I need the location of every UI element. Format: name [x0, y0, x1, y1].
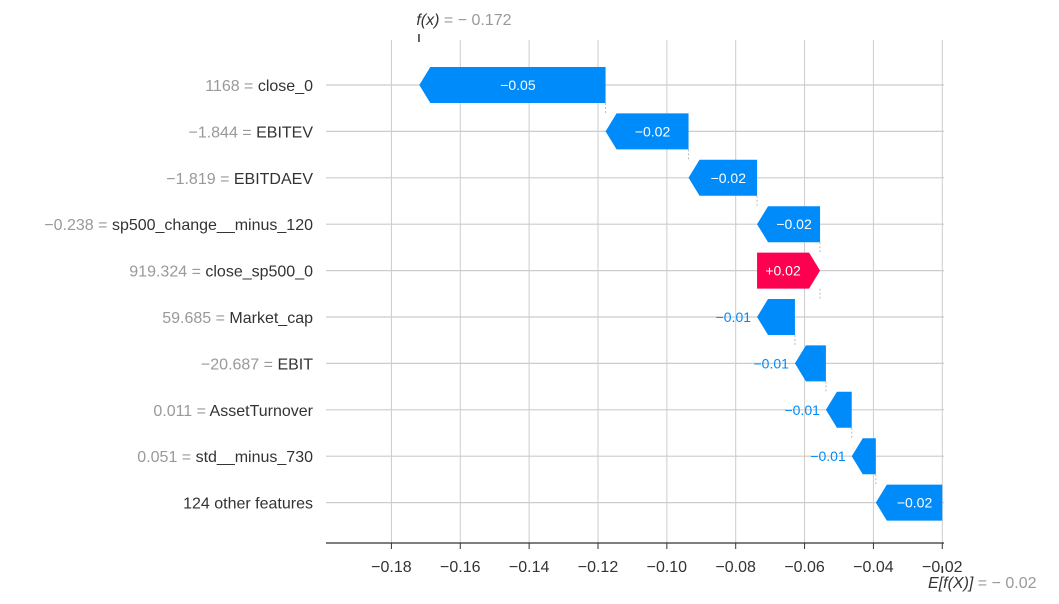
feature-value: −20.687 =: [201, 356, 278, 373]
bar-label-7: −0.01: [753, 355, 789, 371]
feature-labels: 1168 = close_0 −1.844 = EBITEV −1.819 = EB…: [44, 78, 313, 513]
feature-value: −0.238 =: [44, 217, 112, 234]
bar-label-10: −0.02: [897, 495, 933, 511]
feature-name: EBIT: [277, 356, 313, 373]
bar-layer: −0.05 −0.02 −0.02 −0.02 +0.02 −0.01 −0.01 −0.01…: [419, 67, 943, 521]
bar-5: [757, 252, 821, 289]
x-tick-label: −0.10: [647, 559, 688, 576]
bar-3: [688, 159, 758, 196]
x-tick-label: −0.12: [578, 559, 619, 576]
feature-label-10: 124 other features: [183, 496, 313, 513]
feature-name: std__minus_730: [196, 449, 314, 466]
bar-7: [794, 345, 826, 382]
feature-value: 0.011 =: [153, 403, 209, 420]
feature-label-4: −0.238 = sp500_change__minus_120: [44, 217, 313, 234]
efx-value: = − 0.02: [973, 575, 1036, 592]
bar-label-3: −0.02: [711, 170, 747, 186]
bar-label-5: +0.02: [765, 263, 801, 279]
feature-name: EBITEV: [256, 124, 313, 141]
feature-label-2: −1.844 = EBITEV: [188, 124, 313, 141]
grid-layer: [326, 40, 944, 543]
bar-4: [757, 206, 821, 243]
bar-2: [605, 113, 689, 150]
feature-label-8: 0.011 = AssetTurnover: [153, 403, 313, 420]
feature-label-9: 0.051 = std__minus_730: [137, 449, 313, 466]
feature-name: sp500_change__minus_120: [112, 217, 313, 234]
fx-value: = − 0.172: [439, 12, 511, 29]
feature-label-3: −1.819 = EBITDAEV: [166, 171, 313, 188]
efx-label: E[f(X)] = − 0.02: [928, 575, 1037, 592]
feature-value: −1.819 =: [166, 171, 234, 188]
feature-value: 0.051 =: [137, 449, 195, 466]
x-tick-label: −0.06: [784, 559, 825, 576]
annotations: f(x) = − 0.172 E[f(X)] = − 0.02: [416, 12, 1036, 592]
feature-value: 1168 =: [205, 78, 258, 95]
x-tick-label: −0.16: [440, 559, 481, 576]
feature-value: 59.685 =: [162, 310, 229, 327]
fx-prefix: f(x): [416, 12, 439, 29]
feature-label-6: 59.685 = Market_cap: [162, 310, 313, 327]
feature-name: 124 other features: [183, 496, 313, 513]
feature-name: Market_cap: [229, 310, 313, 327]
efx-prefix: E[f(X)]: [928, 575, 974, 592]
feature-label-5: 919.324 = close_sp500_0: [129, 264, 313, 281]
feature-name: AssetTurnover: [210, 403, 314, 420]
bar-6: [757, 299, 795, 335]
x-axis: −0.18 −0.16 −0.14 −0.12 −0.10 −0.08 −0.06 −0.04…: [326, 542, 963, 576]
feature-name: EBITDAEV: [234, 171, 313, 188]
bar-10: [875, 484, 943, 521]
fx-label: f(x) = − 0.172: [416, 12, 511, 29]
bar-label-9: −0.01: [810, 448, 846, 464]
feature-name: close_sp500_0: [205, 264, 313, 281]
feature-value: −1.844 =: [188, 124, 256, 141]
bar-label-8: −0.01: [784, 402, 820, 418]
feature-label-7: −20.687 = EBIT: [201, 356, 313, 373]
bar-label-1: −0.05: [500, 77, 536, 93]
connector-layer: [605, 103, 877, 485]
bar-label-6: −0.01: [716, 309, 752, 325]
bar-8: [825, 391, 852, 428]
bar-label-4: −0.02: [776, 216, 812, 232]
x-tick-label: −0.18: [371, 559, 412, 576]
x-tick-label: −0.08: [715, 559, 756, 576]
x-tick-label: −0.14: [509, 559, 550, 576]
bar-1: [419, 67, 606, 103]
bar-9: [851, 438, 876, 475]
x-tick-label: −0.04: [853, 559, 894, 576]
feature-label-1: 1168 = close_0: [205, 78, 313, 95]
feature-name: close_0: [258, 78, 313, 95]
feature-value: 919.324 =: [129, 264, 205, 281]
bar-label-2: −0.02: [635, 123, 671, 139]
